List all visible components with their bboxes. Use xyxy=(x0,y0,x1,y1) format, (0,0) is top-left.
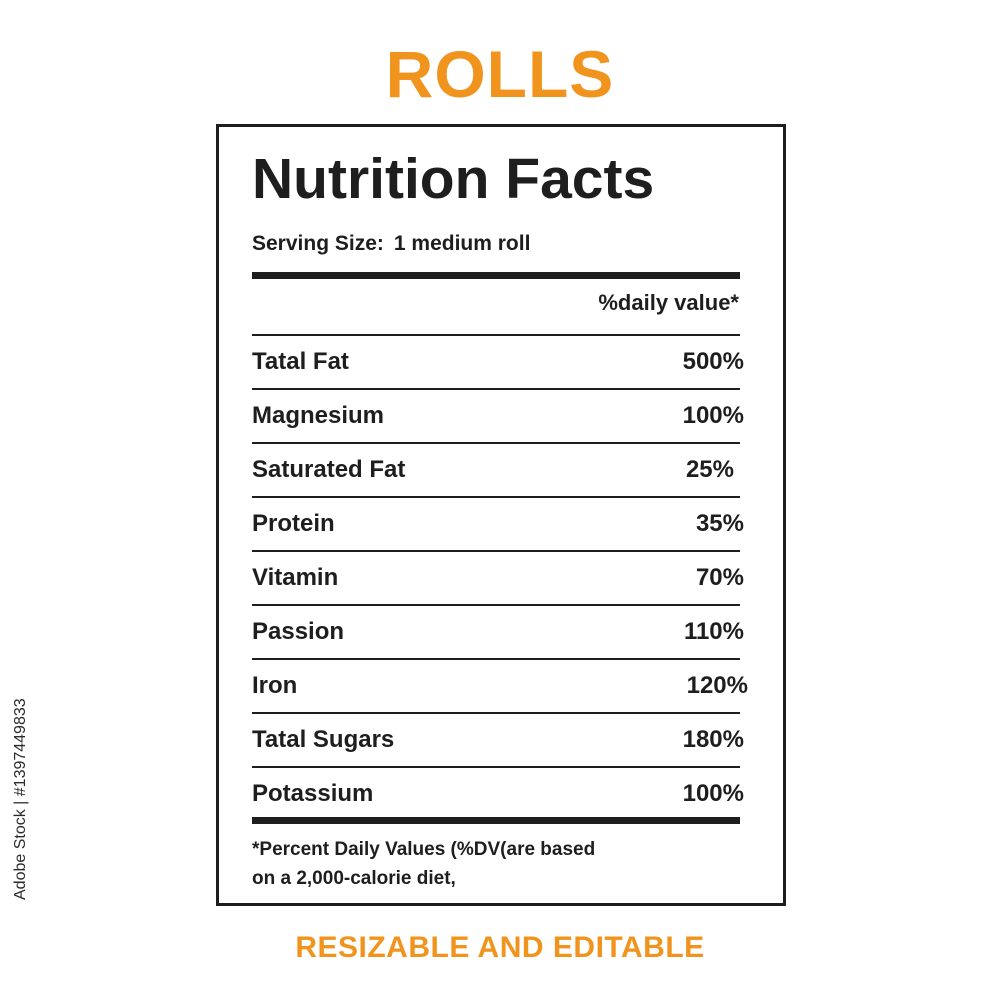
nutrient-row: Saturated Fat 25% xyxy=(252,444,740,498)
nutrition-label: Nutrition Facts Serving Size: 1 medium ro… xyxy=(216,124,786,906)
nutrient-row: Tatal Sugars 180% xyxy=(252,714,744,768)
nutrient-name: Passion xyxy=(252,618,345,645)
nutrient-row: Potassium 100% xyxy=(252,768,744,822)
stock-id: Adobe Stock | #1397449833 xyxy=(12,698,29,900)
nutrient-percent: 110% xyxy=(683,618,744,645)
nutrient-percent: 180% xyxy=(682,726,744,753)
nutrient-percent: 500% xyxy=(682,348,744,375)
nutrient-name: Protein xyxy=(252,510,335,537)
serving-size: Serving Size: 1 medium roll xyxy=(252,230,530,258)
footnote-line: on a 2,000-calorie diet, xyxy=(252,868,456,889)
nutrient-row: Vitamin 70% xyxy=(252,552,744,606)
nutrient-percent: 120% xyxy=(686,672,748,699)
nutrient-name: Saturated Fat xyxy=(252,456,406,483)
nutrient-name: Vitamin xyxy=(252,564,339,591)
subtitle: RESIZABLE AND EDITABLE xyxy=(295,931,705,964)
label-heading: Nutrition Facts xyxy=(252,147,655,211)
nutrient-percent: 100% xyxy=(682,402,744,429)
page-title: ROLLS xyxy=(385,37,615,111)
nutrient-row: Iron 120% xyxy=(252,660,748,714)
nutrient-percent: 100% xyxy=(682,780,744,807)
serving-size-label: Serving Size: xyxy=(252,232,384,255)
header-divider xyxy=(252,334,740,336)
nutrient-name: Magnesium xyxy=(252,402,385,429)
nutrient-list: Tatal Fat 500% Magnesium 100% Saturated … xyxy=(252,336,748,822)
nutrient-name: Iron xyxy=(252,672,298,699)
nutrient-name: Tatal Fat xyxy=(252,348,349,375)
nutrient-percent: 25% xyxy=(685,456,734,483)
nutrient-percent: 70% xyxy=(695,564,744,591)
nutrient-row: Magnesium 100% xyxy=(252,390,744,444)
nutrient-row: Protein 35% xyxy=(252,498,744,552)
nutrient-row: Tatal Fat 500% xyxy=(252,336,744,390)
footnote-line: *Percent Daily Values (%DV(are based xyxy=(252,839,596,860)
nutrient-row: Passion 110% xyxy=(252,606,744,660)
top-thick-divider xyxy=(252,272,740,279)
footnote: *Percent Daily Values (%DV(are based on … xyxy=(252,835,692,893)
daily-value-header: %daily value* xyxy=(598,290,739,315)
serving-size-value: 1 medium roll xyxy=(393,232,531,255)
bottom-thick-divider xyxy=(252,817,740,824)
nutrient-name: Potassium xyxy=(252,780,374,807)
nutrient-percent: 35% xyxy=(695,510,744,537)
nutrient-name: Tatal Sugars xyxy=(252,726,395,753)
